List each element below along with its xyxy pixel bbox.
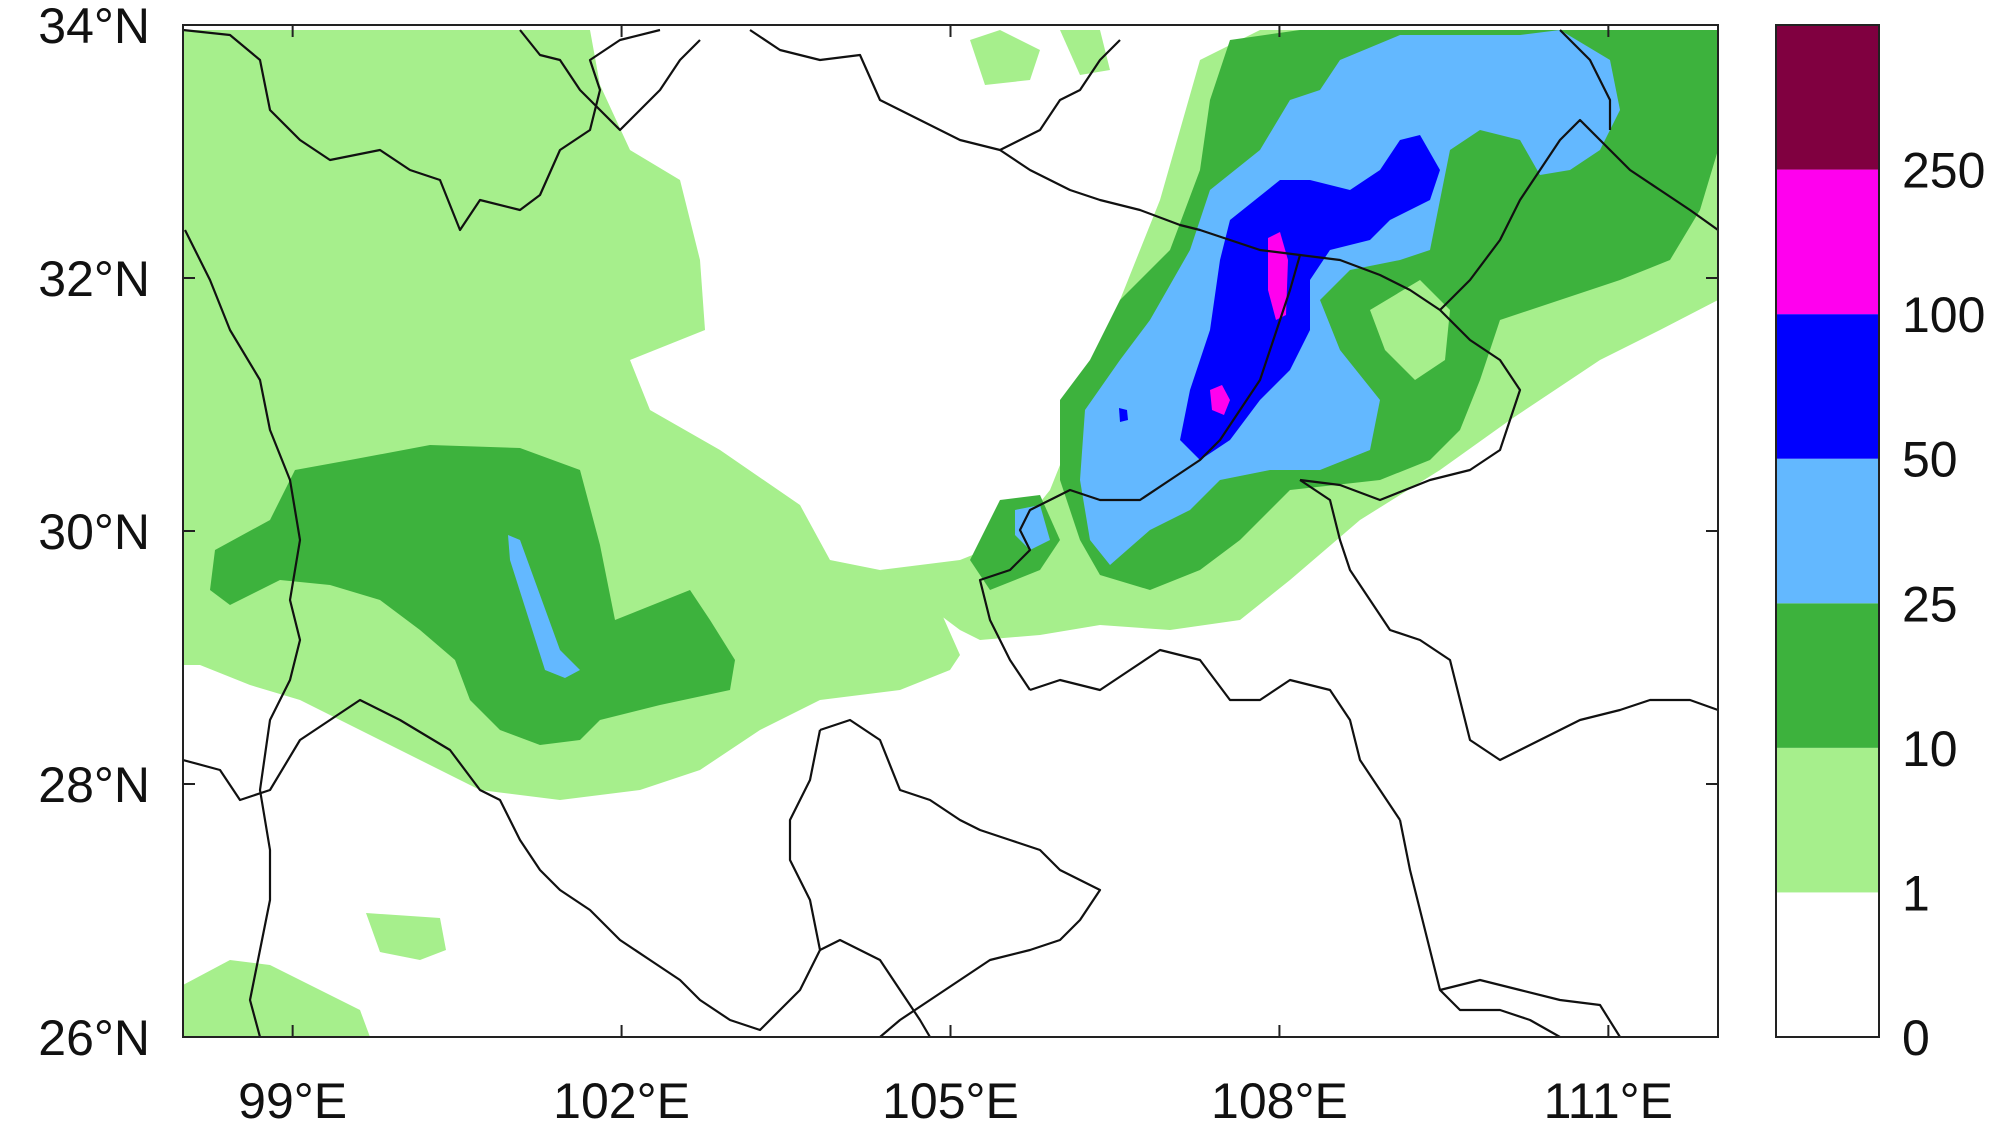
colorbar-swatch [1776,747,1879,893]
lon-tick-label: 111°E [1544,1073,1673,1126]
boundary-chongqing-south [1299,479,1718,762]
longitude-axis: 99°E 102°E 105°E 108°E 111°E [238,25,1673,1126]
lat-tick-label: 34°N [38,0,150,54]
boundary-hubei-north [1559,29,1612,130]
latitude-axis: 26°N 28°N 30°N 32°N 34°N [38,0,1718,1066]
lon-tick-label: 102°E [553,1073,690,1126]
lon-tick-label: 108°E [1211,1073,1348,1126]
colorbar-label: 100 [1902,287,1985,343]
lat-tick-label: 26°N [38,1010,150,1066]
precip-zone-magenta-2 [1210,385,1230,415]
colorbar-label: 0 [1902,1010,1930,1066]
lat-tick-label: 28°N [38,757,150,813]
colorbar-swatch [1776,603,1879,748]
colorbar-swatch [1776,314,1879,459]
lon-tick-label: 99°E [238,1073,347,1126]
boundary-hunan-border [1439,978,1621,1037]
colorbar-swatch [1776,892,1879,1037]
precip-zone-light-green-west [183,30,960,800]
boundary-sichuan-shaanxi [999,149,1522,502]
boundary-chongqing-west [978,254,1302,691]
colorbar-swatch [1776,169,1879,315]
boundary-north-central [519,29,701,132]
colorbar-label: 50 [1902,432,1958,488]
colorbar-label: 250 [1902,143,1985,199]
precip-zone-light-green-patch-2 [183,960,370,1037]
precip-zone-blue [1180,135,1440,460]
boundary-yunnan-sichuan [183,698,822,1032]
boundary-tibet-sichuan [184,229,302,1037]
boundary-yunnan-south [819,938,931,1037]
precip-zone-light-green-patch-1 [366,913,446,960]
colorbar-label: 1 [1902,865,1930,921]
precip-zone-blue-dot [1119,408,1128,422]
boundary-north-east [749,29,1121,152]
precip-zone-green-west [210,445,735,745]
boundary-guizhou-west [819,718,1102,1037]
precip-zone-light-green-patch-3 [970,30,1040,85]
precip-zone-light-green-hole-2 [1370,280,1450,380]
colorbar-label: 10 [1902,721,1958,777]
boundary-guizhou-north [1029,648,1401,821]
colorbar-swatch [1776,25,1879,170]
province-boundaries [183,28,1718,1037]
boundary-shaanxi-hubei [1439,118,1718,311]
lat-tick-label: 30°N [38,504,150,560]
colorbar: 0 1 10 25 50 100 250 [1775,24,1985,1066]
lat-tick-label: 32°N [38,251,150,307]
lon-tick-label: 105°E [882,1073,1019,1126]
precipitation-field [183,30,1718,1037]
colorbar-frame [1775,24,1880,1038]
precip-zone-light-blue-west [508,535,580,678]
colorbar-swatch [1776,458,1879,604]
colorbar-label: 25 [1902,576,1958,632]
precip-zone-magenta-1 [1268,232,1288,320]
boundary-north-west [183,28,661,232]
